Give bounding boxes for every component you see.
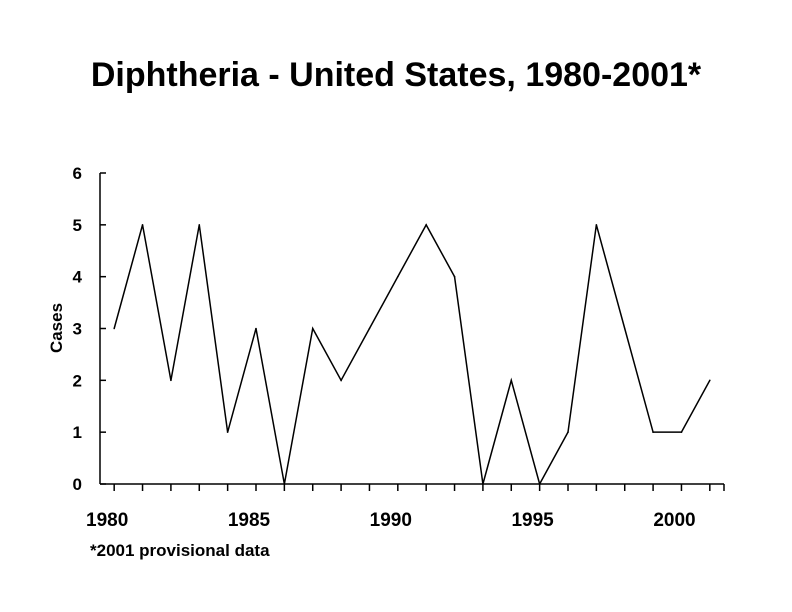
data-point [397,275,399,278]
data-point [538,483,541,485]
data-point [453,275,456,278]
data-point [311,327,314,330]
y-axis-ticks: 0 1 2 3 4 5 6 [73,164,106,494]
y-tick-label: 1 [73,423,82,442]
data-point [170,379,172,382]
chart-title: Diphtheria - United States, 1980-2001* [90,56,702,94]
x-tick-label: 2000 [653,510,695,531]
x-tick-label: 1995 [511,510,554,531]
data-point [425,224,427,226]
chart-axes [99,173,724,485]
y-tick-label: 6 [73,164,82,183]
data-point [141,224,144,226]
y-tick-label: 4 [73,268,83,287]
data-point [595,224,598,226]
x-tick-label: 1990 [370,510,412,531]
series-line [113,223,711,486]
data-point [652,431,654,433]
data-point [226,431,229,433]
data-point [198,224,201,226]
x-axis-ticks: 1980 1985 1990 1995 2000 [86,484,725,531]
footnote: *2001 provisional data [90,541,270,560]
data-point [113,327,115,330]
data-point [482,483,484,485]
data-point [340,379,342,382]
x-tick-label: 1980 [86,510,128,531]
data-point [255,327,257,330]
data-point [368,327,371,330]
y-tick-label: 2 [73,371,82,390]
data-point [283,483,286,485]
y-axis-label: Cases [47,303,66,353]
y-tick-label: 5 [73,216,82,235]
y-tick-label: 0 [73,475,82,494]
data-point [623,327,626,330]
y-tick-label: 3 [73,320,82,339]
data-point [567,431,569,433]
plot-area [113,223,711,486]
data-point [680,431,683,433]
data-point [510,379,513,382]
x-tick-label: 1985 [228,510,271,531]
data-point [709,379,711,382]
